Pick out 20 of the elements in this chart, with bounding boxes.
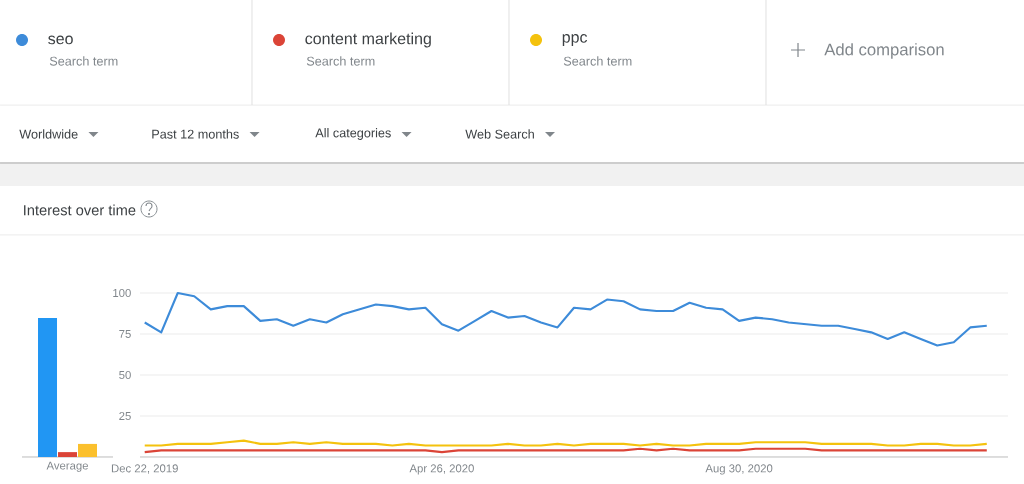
y-tick-label: 50 [119,370,131,379]
legend-label: seo [48,35,73,45]
x-tick-label: Dec 22, 2019 [111,464,178,474]
text: All categories [315,128,391,140]
y-tick-label: 75 [119,330,131,338]
legend-label: ppc [562,34,588,46]
x-tick-label: Average [46,461,88,472]
legend-label: content marketing [305,32,431,48]
text: Search term [563,56,632,66]
y-tick-label: 100 [113,288,131,297]
text: Web Search [465,129,534,139]
x-tick-label: Apr 26, 2020 [409,464,474,475]
text: Search term [49,56,118,66]
y-tick-label: 25 [119,411,131,420]
x-tick-label: Aug 30, 2020 [705,464,773,475]
text: Search term [306,56,375,66]
text: Past 12 months [152,129,239,139]
text: Worldwide [19,129,78,139]
chart-title: Interest over time [24,204,136,216]
text: Add comparison [824,43,944,59]
